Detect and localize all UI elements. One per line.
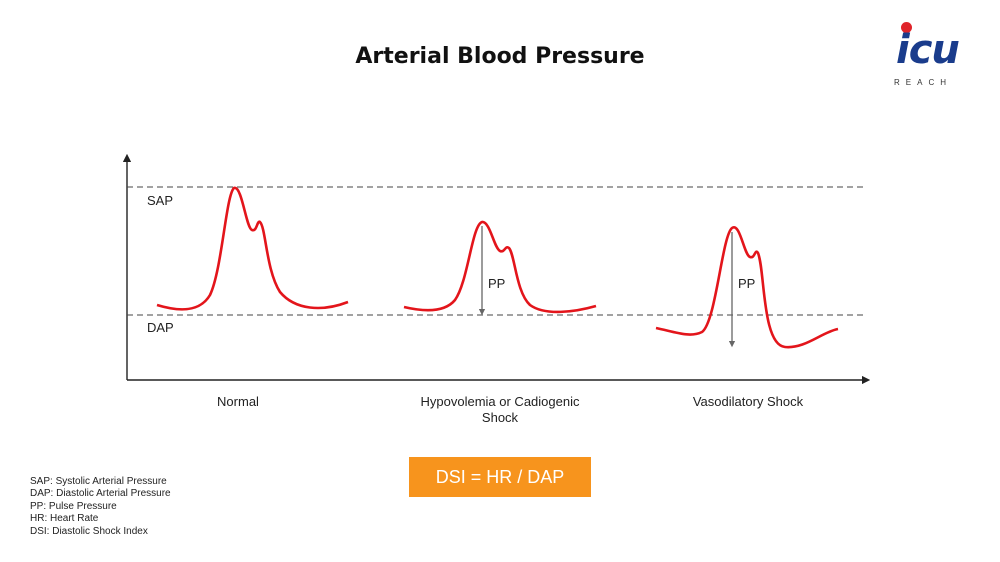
legend-item: DAP: Diastolic Arterial Pressure	[30, 488, 171, 500]
dap-label: DAP	[147, 320, 174, 335]
dsi-formula-box: DSI = HR / DAP	[409, 457, 591, 497]
pp-label-vasodilatory: PP	[738, 276, 756, 291]
panel-label-vasodilatory: Vasodilatory Shock	[668, 394, 828, 410]
panel-label-line: Vasodilatory Shock	[692, 394, 804, 409]
icu-reach-logo: icu REACH	[890, 22, 970, 92]
legend-item: DSI: Diastolic Shock Index	[30, 525, 148, 537]
legend-item: PP: Pulse Pressure	[30, 500, 117, 512]
panel-label-line: Shock	[481, 410, 519, 425]
panel-label-line: Hypovolemia or Cadiogenic	[420, 394, 580, 409]
legend-item: SAP: Systolic Arterial Pressure	[30, 476, 167, 487]
waveform-hypovolemia	[403, 220, 597, 314]
logo-dot	[901, 22, 912, 33]
sap-label: SAP	[147, 193, 174, 208]
legend-item: HR: Heart Rate	[30, 513, 99, 525]
logo-wordmark: icu	[896, 27, 960, 73]
logo-subtitle: REACH	[894, 78, 953, 87]
abbreviation-legend: SAP: Systolic Arterial Pressure DAP: Dia…	[30, 476, 171, 538]
panel-label-normal: Normal	[168, 394, 308, 410]
panel-label-line: Normal	[217, 394, 259, 409]
pp-label-hypovolemia: PP	[488, 276, 506, 291]
waveform-vasodilatory	[655, 226, 839, 349]
page-title: Arterial Blood Pressure	[355, 44, 645, 69]
panel-label-hypovolemia: Hypovolemia or Cadiogenic Shock	[410, 394, 590, 426]
waveform-normal	[156, 186, 349, 311]
